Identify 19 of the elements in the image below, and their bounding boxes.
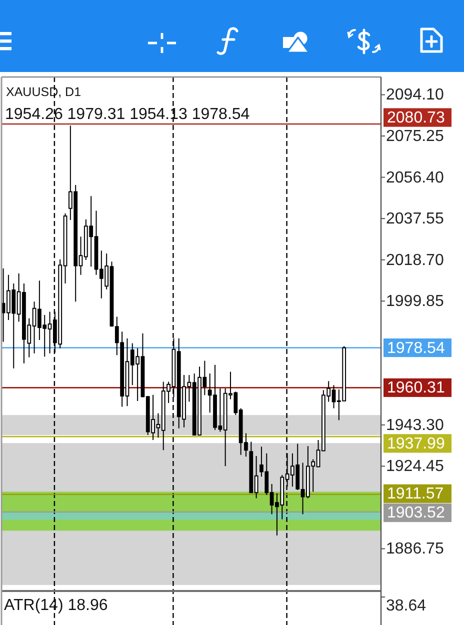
text: ATR(14) 18.96 [4, 596, 108, 614]
y-tick-label: 2018.70 [386, 251, 444, 268]
y-tick-label: 2037.55 [386, 210, 444, 228]
text: 38.64 [386, 597, 426, 614]
y-tick-label: 1924.45 [386, 458, 444, 475]
y-tick-label: 1999.85 [386, 292, 444, 310]
y-tick-label: 1943.30 [386, 416, 444, 434]
ref-line-label: 1978.54 [387, 339, 445, 356]
text: XAUUSD, D1 [6, 85, 82, 99]
y-tick-label: 2075.25 [386, 128, 444, 145]
ref-line-label: 1937.99 [387, 434, 445, 452]
ref-line-label: 1960.31 [387, 379, 445, 396]
text: 1954.26 1979.31 1954.13 1978.54 [5, 106, 250, 122]
ref-line-label: 1911.57 [387, 485, 444, 502]
ref-line-label: 1903.52 [387, 504, 445, 522]
y-tick-label: 1886.75 [386, 540, 444, 558]
y-tick-label: 2094.10 [386, 86, 444, 104]
ref-line-label: 2080.73 [387, 109, 445, 126]
y-tick-label: 2056.40 [386, 168, 444, 186]
